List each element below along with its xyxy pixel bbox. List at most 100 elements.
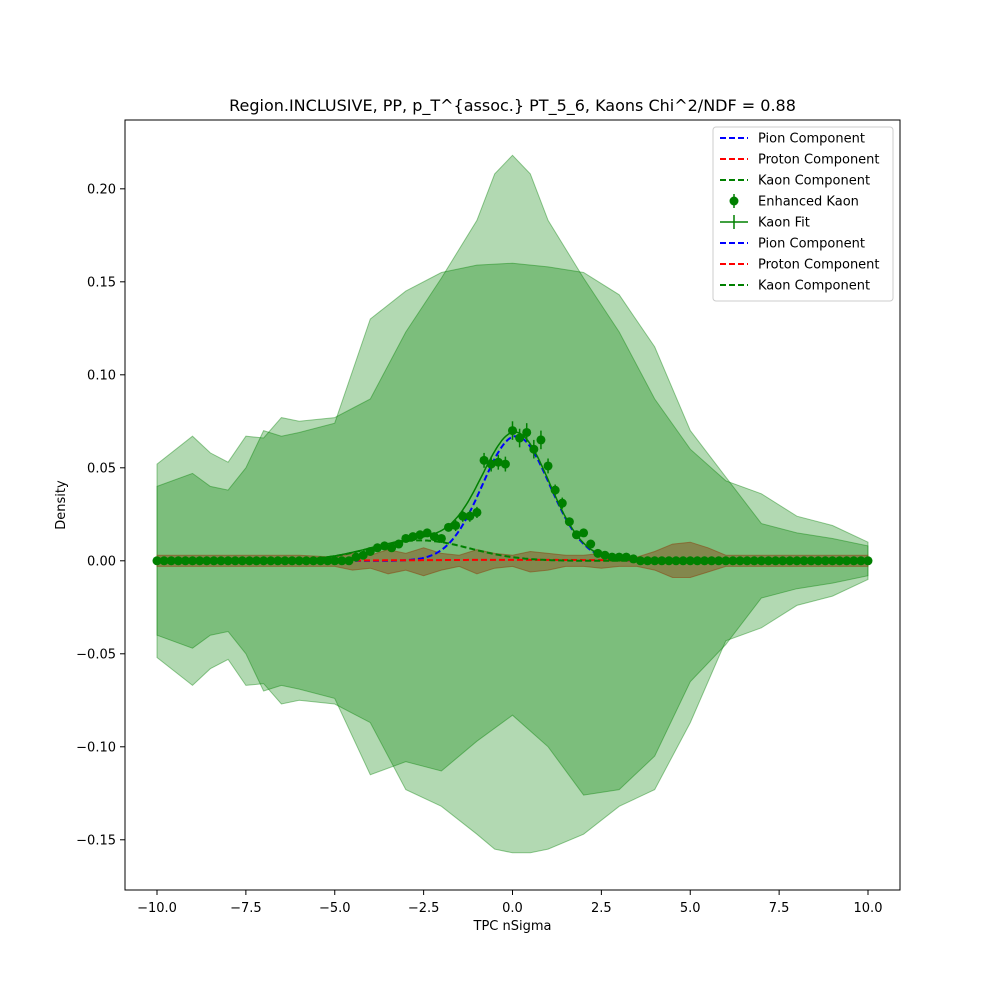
data-point xyxy=(493,457,503,467)
data-point xyxy=(365,546,375,556)
data-point xyxy=(664,556,674,566)
data-point xyxy=(799,556,809,566)
data-point xyxy=(344,556,354,566)
data-point xyxy=(280,556,290,566)
data-point xyxy=(479,455,489,465)
data-point xyxy=(749,556,759,566)
data-point xyxy=(536,435,546,445)
legend-label: Pion Component xyxy=(758,132,865,147)
data-point xyxy=(571,530,581,540)
data-point xyxy=(173,556,183,566)
legend-label: Pion Component xyxy=(758,237,865,252)
data-point xyxy=(721,556,731,566)
data-point xyxy=(323,556,333,566)
uncertainty-band-2 xyxy=(156,262,869,796)
data-point xyxy=(252,556,262,566)
data-point xyxy=(564,517,574,527)
data-point xyxy=(294,556,304,566)
legend-label: Enhanced Kaon xyxy=(758,195,859,210)
data-point xyxy=(230,556,240,566)
data-point xyxy=(835,556,845,566)
x-tick-label: 5.0 xyxy=(680,901,701,916)
data-point xyxy=(657,556,667,566)
data-point xyxy=(806,556,816,566)
data-point xyxy=(316,556,326,566)
data-point xyxy=(635,556,645,566)
data-point xyxy=(529,444,539,454)
data-point xyxy=(408,532,418,542)
data-point xyxy=(351,552,361,562)
data-point xyxy=(436,533,446,543)
data-point xyxy=(266,556,276,566)
x-tick-label: −2.5 xyxy=(408,901,440,916)
data-point xyxy=(337,556,347,566)
x-axis-ticks: −10.0 −7.5 −5.0 −2.5 0.0 2.5 5.0 7.5 10.0 xyxy=(137,890,882,916)
data-point xyxy=(422,528,432,538)
y-tick-label: 0.15 xyxy=(87,275,116,290)
y-tick-label: −0.10 xyxy=(76,740,116,755)
data-point xyxy=(387,543,397,553)
data-point xyxy=(308,556,318,566)
data-point xyxy=(785,556,795,566)
data-point xyxy=(188,556,198,566)
x-tick-label: 10.0 xyxy=(854,901,883,916)
data-point xyxy=(209,556,219,566)
data-point xyxy=(643,556,653,566)
y-axis-label: Density xyxy=(54,480,69,530)
data-point xyxy=(401,533,411,543)
x-tick-label: −5.0 xyxy=(319,901,351,916)
data-point xyxy=(678,556,688,566)
data-point xyxy=(415,530,425,540)
data-point xyxy=(237,556,247,566)
data-point xyxy=(259,556,269,566)
data-point xyxy=(827,556,837,566)
x-tick-label: −10.0 xyxy=(137,901,177,916)
data-point xyxy=(813,556,823,566)
data-point xyxy=(159,556,169,566)
x-axis-label: TPC nSigma xyxy=(473,919,552,934)
data-point xyxy=(699,556,709,566)
data-point xyxy=(152,556,162,566)
legend-swatch xyxy=(729,196,739,206)
data-point xyxy=(856,556,866,566)
data-point xyxy=(586,539,596,549)
data-point xyxy=(728,556,738,566)
data-point xyxy=(500,459,510,469)
legend-box xyxy=(712,126,894,302)
data-point xyxy=(628,554,638,564)
data-point xyxy=(607,552,617,562)
data-point xyxy=(287,556,297,566)
legend: Pion Component Proton Component Kaon Compo… xyxy=(712,126,894,302)
data-point xyxy=(451,520,461,530)
y-tick-label: −0.05 xyxy=(76,647,116,662)
data-point xyxy=(180,556,190,566)
y-tick-label: 0.20 xyxy=(87,182,116,197)
data-point xyxy=(842,556,852,566)
data-point xyxy=(216,556,226,566)
data-point xyxy=(707,556,717,566)
data-point xyxy=(763,556,773,566)
data-point xyxy=(330,556,340,566)
data-point xyxy=(522,427,532,437)
legend-label: Proton Component xyxy=(758,153,880,168)
data-point xyxy=(579,528,589,538)
data-point xyxy=(166,556,176,566)
data-point xyxy=(394,539,404,549)
data-point xyxy=(458,511,468,521)
data-point xyxy=(372,543,382,553)
x-tick-label: −7.5 xyxy=(230,901,262,916)
data-point xyxy=(550,485,560,495)
data-point xyxy=(195,556,205,566)
data-point xyxy=(543,461,553,471)
data-point xyxy=(671,556,681,566)
x-tick-label: 0.0 xyxy=(502,901,523,916)
data-point xyxy=(444,522,454,532)
data-point xyxy=(244,556,254,566)
y-tick-label: 0.00 xyxy=(87,554,116,569)
x-tick-label: 7.5 xyxy=(769,901,790,916)
data-point xyxy=(429,532,439,542)
data-point xyxy=(714,556,724,566)
data-point xyxy=(849,556,859,566)
legend-label: Kaon Component xyxy=(758,279,870,294)
data-point xyxy=(614,552,624,562)
